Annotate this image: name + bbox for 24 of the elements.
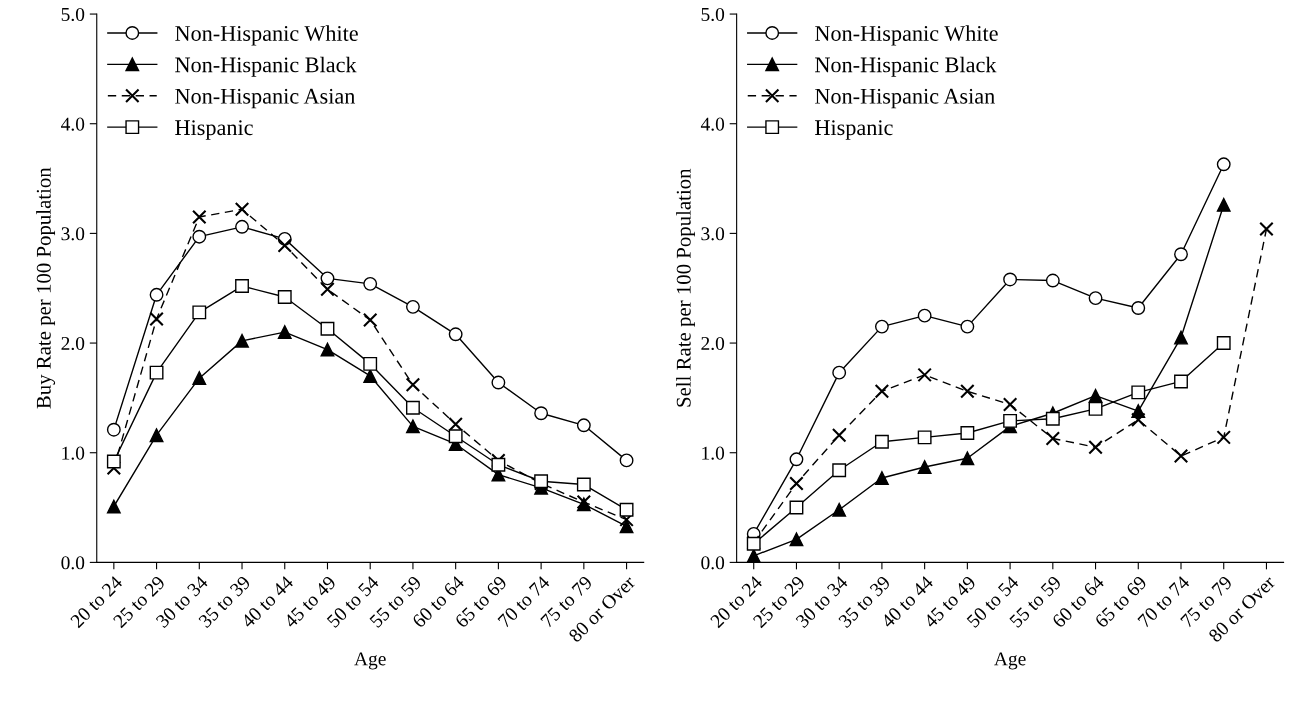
legend-label: Non-Hispanic Asian <box>815 88 995 109</box>
y-tick-label: 5.0 <box>61 7 85 22</box>
legend-label: Non-Hispanic Black <box>175 56 357 77</box>
x-axis-title: Age <box>994 652 1026 670</box>
y-tick-label: 5.0 <box>701 7 725 22</box>
legend-label: Non-Hispanic White <box>175 25 358 46</box>
legend-label: Hispanic <box>815 120 893 140</box>
y-tick-label: 3.0 <box>61 227 85 241</box>
y-tick-label: 0.0 <box>61 556 85 570</box>
y-tick-label: 0.0 <box>701 556 725 570</box>
x-axis-title: Age <box>354 652 386 670</box>
y-tick-label: 4.0 <box>700 117 725 131</box>
y-axis-title: Buy Rate per 100 Population <box>36 167 56 409</box>
y-tick-label: 3.0 <box>701 227 725 241</box>
y-tick-label: 1.0 <box>702 446 725 460</box>
y-axis-title: Sell Rate per 100 Population <box>676 168 695 407</box>
y-tick-label: 1.0 <box>62 446 85 460</box>
y-tick-label: 2.0 <box>61 336 85 351</box>
legend-label: Hispanic <box>175 120 253 140</box>
legend-label: Non-Hispanic White <box>815 25 998 46</box>
y-tick-label: 2.0 <box>701 336 725 351</box>
y-tick-label: 4.0 <box>61 117 85 131</box>
legend-label: Non-Hispanic Asian <box>175 88 356 109</box>
legend-label: Non-Hispanic Black <box>815 56 997 77</box>
